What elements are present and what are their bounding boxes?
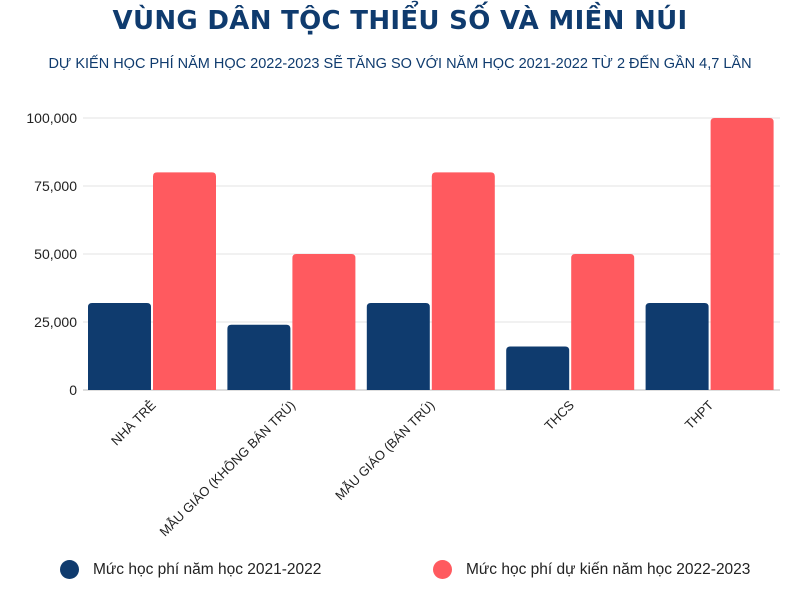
y-tick-label: 75,000	[34, 178, 77, 194]
bar	[645, 302, 709, 390]
legend-swatch-2022-2023	[433, 560, 452, 579]
bar	[366, 302, 430, 390]
legend-label-2021-2022: Mức học phí năm học 2021-2022	[93, 560, 322, 578]
bar	[227, 324, 291, 390]
x-tick-label: NHÀ TRẺ	[108, 397, 159, 448]
bar	[571, 254, 635, 390]
x-tick-label: THCS	[541, 397, 577, 433]
y-tick-label: 100,000	[26, 110, 77, 126]
chart-subtitle: DỰ KIẾN HỌC PHÍ NĂM HỌC 2022-2023 SẼ TĂN…	[48, 56, 752, 72]
bar	[431, 172, 495, 390]
y-tick-label: 0	[69, 382, 77, 398]
legend-item-2022-2023: Mức học phí dự kiến năm học 2022-2023	[433, 560, 750, 579]
x-tick-label: MẪU GIÁO (KHÔNG BÁN TRÚ)	[157, 398, 299, 540]
legend-label-2022-2023: Mức học phí dự kiến năm học 2022-2023	[466, 560, 751, 578]
legend-item-2021-2022: Mức học phí năm học 2021-2022	[60, 560, 321, 579]
bar	[88, 302, 151, 390]
bar	[292, 254, 356, 390]
bar	[506, 346, 570, 390]
x-tick-label: THPT	[682, 397, 717, 432]
y-tick-label: 50,000	[34, 246, 77, 262]
x-tick-label: MẪU GIÁO (BÁN TRÚ)	[332, 398, 437, 503]
bar	[710, 118, 774, 390]
y-tick-label: 25,000	[34, 314, 77, 330]
legend-swatch-2021-2022	[60, 560, 79, 579]
bar	[153, 172, 216, 390]
chart-title: VÙNG DÂN TỘC THIỂU SỐ VÀ MIỀN NÚI	[112, 6, 688, 36]
